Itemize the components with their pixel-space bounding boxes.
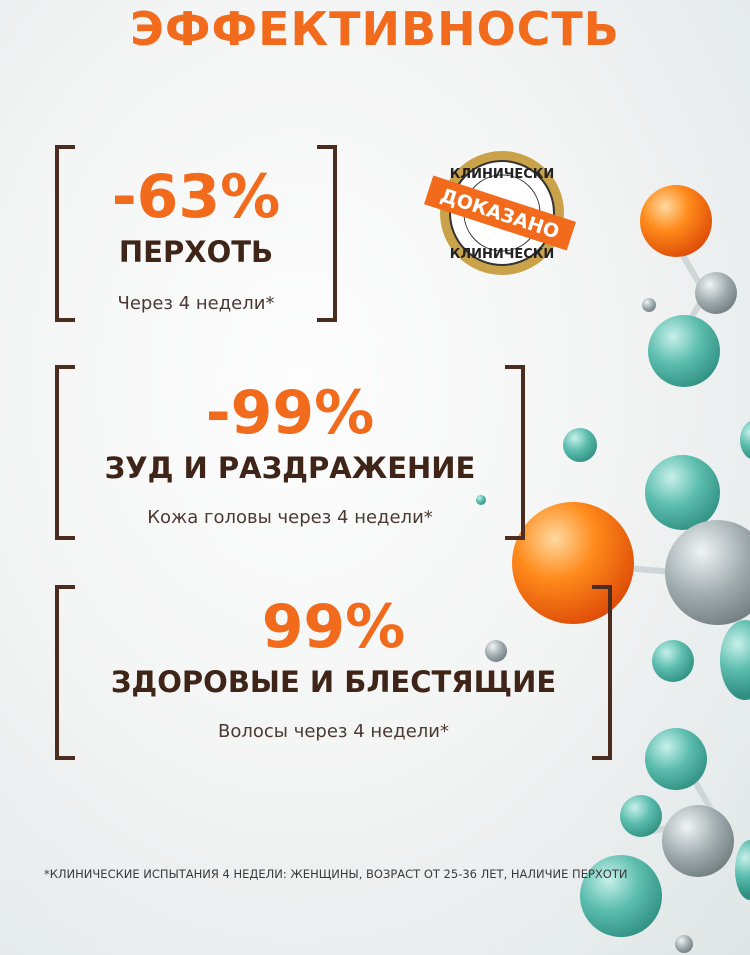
bracket-left xyxy=(55,585,75,760)
footnote: *КЛИНИЧЕСКИЕ ИСПЫТАНИЯ 4 НЕДЕЛИ: ЖЕНЩИНЫ… xyxy=(44,867,628,881)
stat-value: -99% xyxy=(205,378,375,448)
stat-label: ПЕРХОТЬ xyxy=(118,235,274,269)
stat-itching: -99% ЗУД И РАЗДРАЖЕНИЕ Кожа головы через… xyxy=(55,365,525,540)
stat-label: ЗДОРОВЫЕ И БЛЕСТЯЩИЕ xyxy=(110,665,557,699)
badge-top-text: КЛИНИЧЕСКИ xyxy=(450,167,555,182)
stat-label: ЗУД И РАЗДРАЖЕНИЕ xyxy=(104,451,476,485)
stat-note: Волосы через 4 недели* xyxy=(218,721,449,742)
bracket-right xyxy=(505,365,525,540)
badge-bottom-text: КЛИНИЧЕСКИ xyxy=(450,247,555,262)
bracket-left xyxy=(55,145,75,322)
stat-healthy-hair: 99% ЗДОРОВЫЕ И БЛЕСТЯЩИЕ Волосы через 4 … xyxy=(55,585,612,760)
stat-note: Через 4 недели* xyxy=(117,293,275,314)
stat-value: 99% xyxy=(261,592,406,662)
bracket-left xyxy=(55,365,75,540)
bracket-right xyxy=(592,585,612,760)
page-title: ЭФФЕКТИВНОСТЬ xyxy=(130,2,620,56)
stat-value: -63% xyxy=(111,162,281,232)
stat-dandruff: -63% ПЕРХОТЬ Через 4 недели* xyxy=(55,145,337,322)
clinically-proven-badge: КЛИНИЧЕСКИ КЛИНИЧЕСКИ ДОКАЗАНО xyxy=(420,148,580,278)
stat-note: Кожа головы через 4 недели* xyxy=(147,507,433,528)
bracket-right xyxy=(317,145,337,322)
